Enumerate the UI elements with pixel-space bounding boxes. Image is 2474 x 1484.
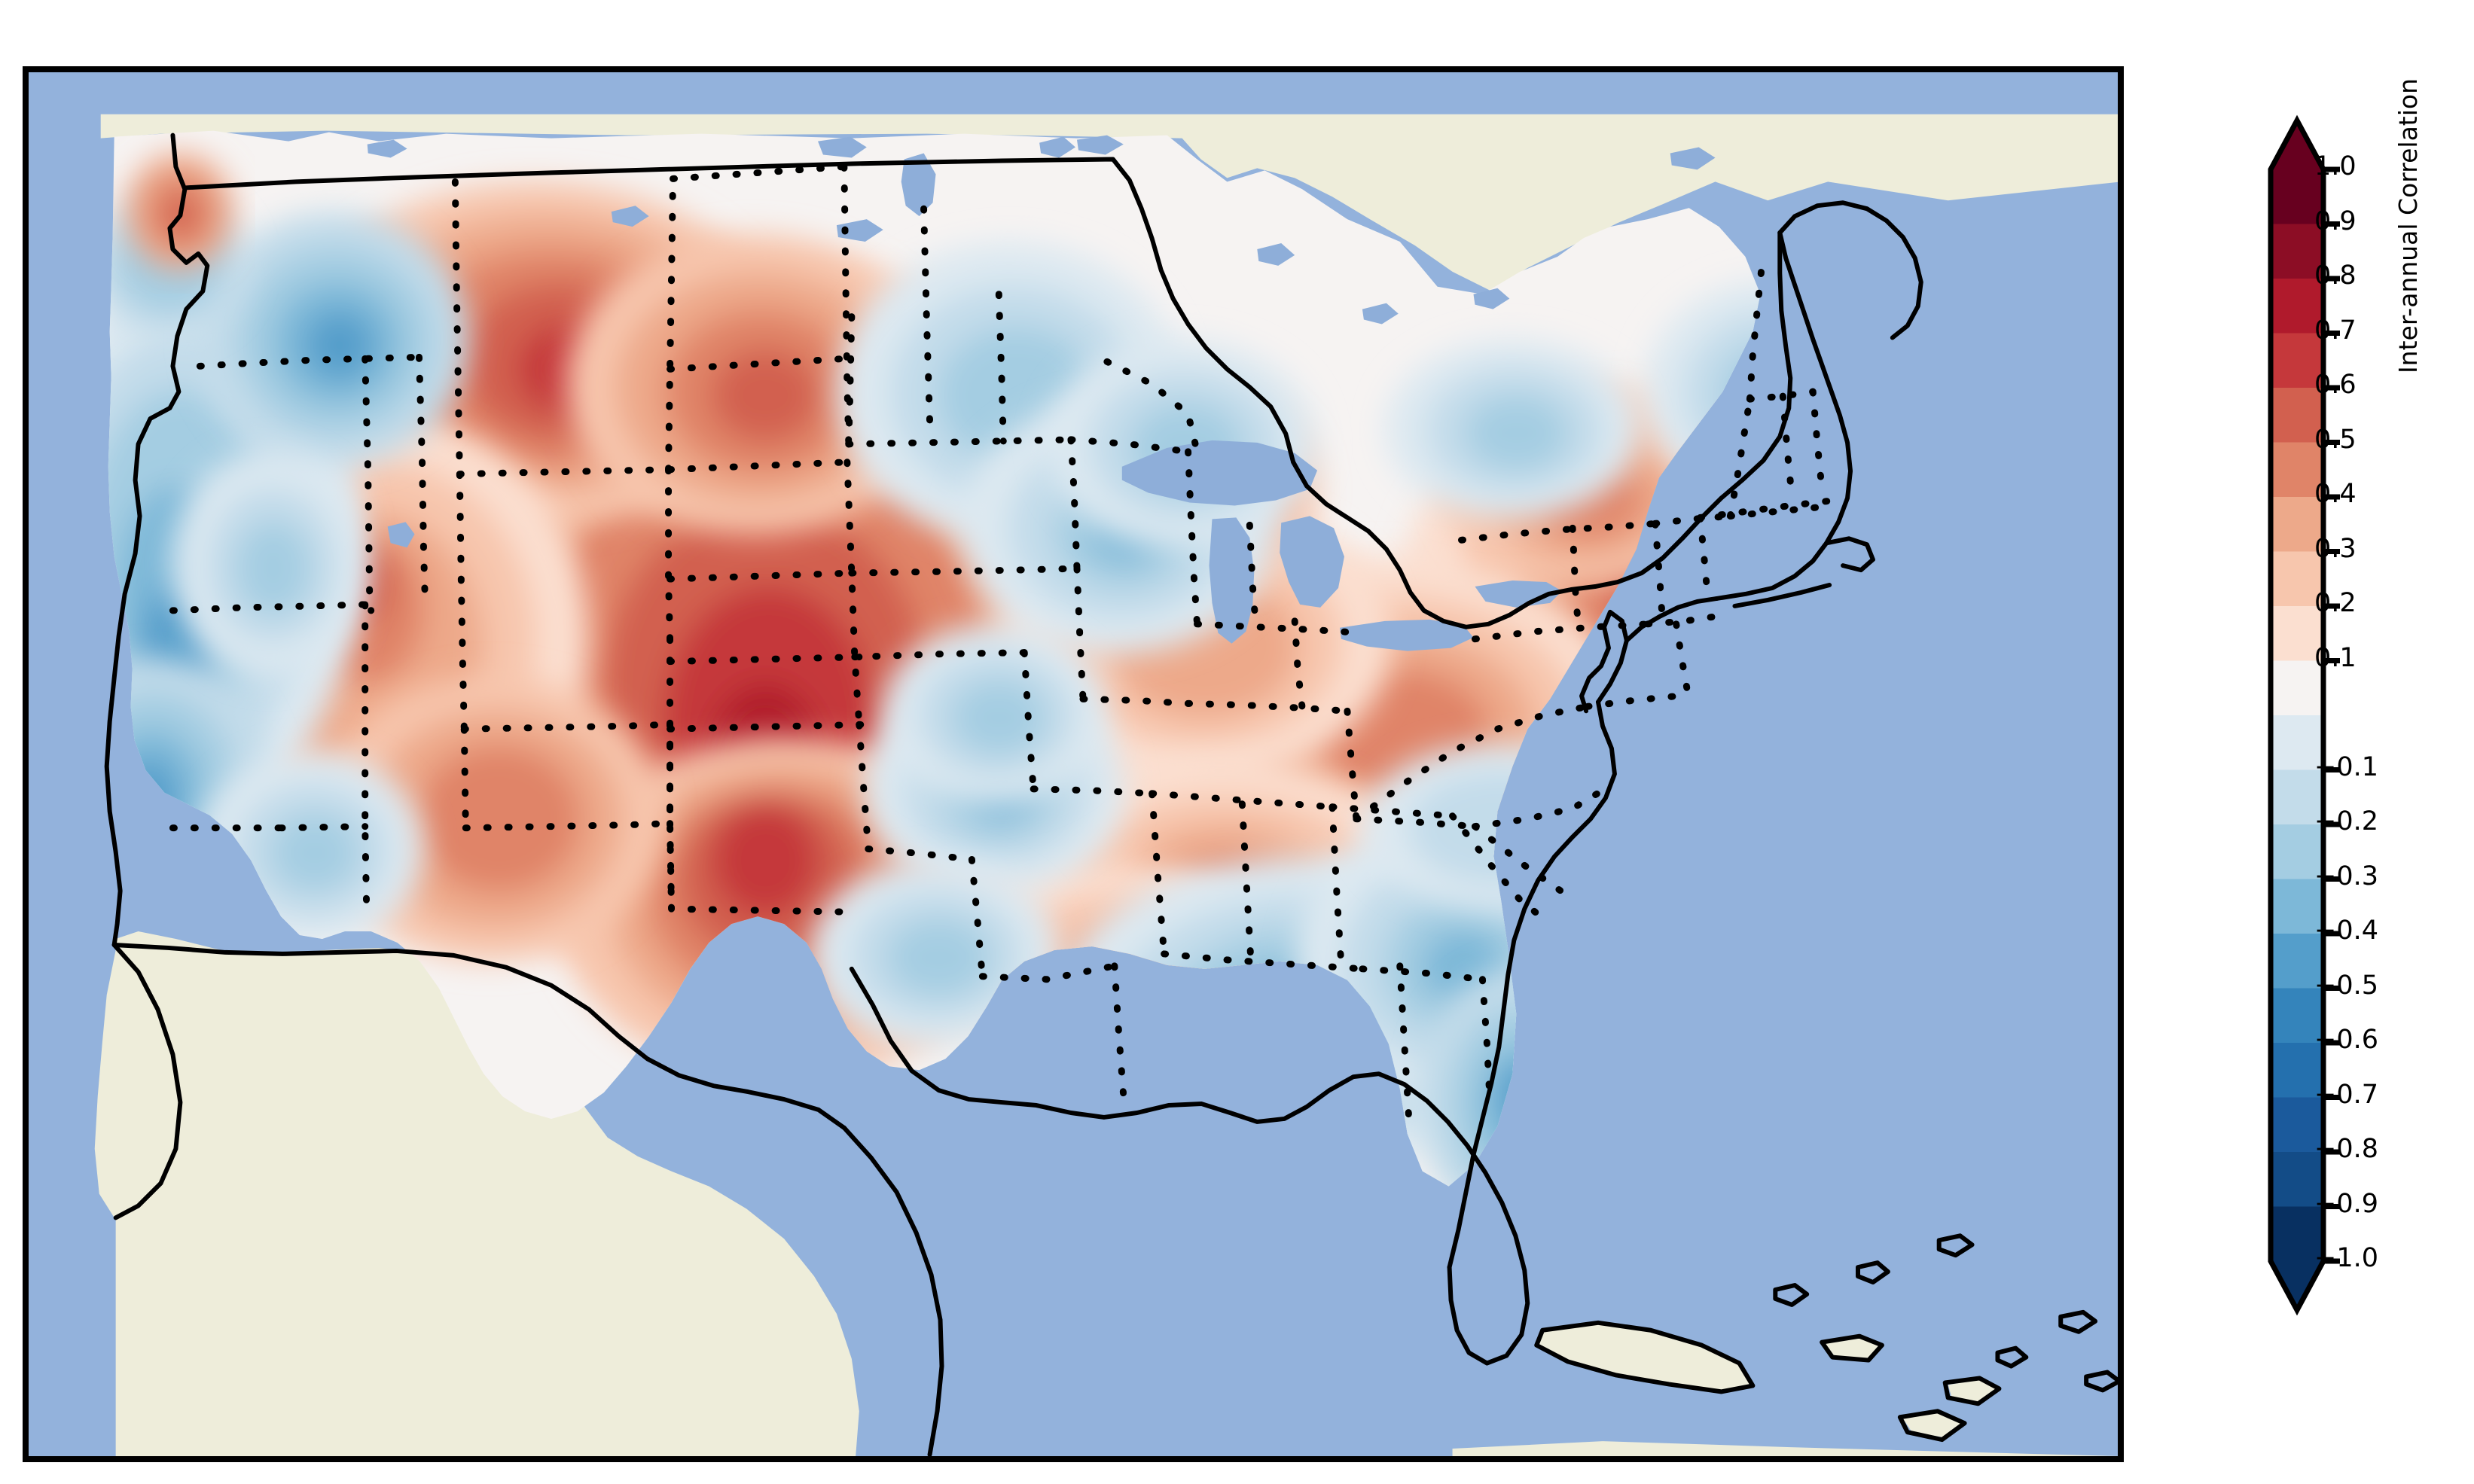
colorbar-ticks — [2323, 166, 2340, 1264]
colorbar-tick-label: −1.0 — [2314, 1243, 2378, 1273]
colorbar-tick-label: −0.2 — [2314, 806, 2378, 836]
map-panel[interactable] — [23, 66, 2124, 1462]
colorbar-outline — [2268, 114, 2326, 1316]
colorbar-tick-label: 0.1 — [2314, 642, 2357, 673]
colorbar-tick-label: −0.5 — [2314, 970, 2378, 1001]
colorbar-tick-label: 0.4 — [2314, 479, 2357, 509]
map-frame — [26, 69, 2121, 1459]
colorbar-tick-label: −0.7 — [2314, 1079, 2378, 1110]
colorbar-tick-label: 0.9 — [2314, 206, 2357, 236]
colorbar-tick-label: 1.0 — [2314, 151, 2357, 181]
land-outside-domain — [94, 114, 2121, 1459]
correlation-map[interactable] — [26, 69, 2121, 1459]
colorbar-tick-label: −0.4 — [2314, 916, 2378, 946]
colorbar-bands — [2271, 120, 2323, 1310]
colorbar-axis-label: Inter-annual Correlation — [2393, 78, 2423, 374]
colorbar-swatch[interactable] — [2248, 113, 2474, 1415]
colorbar-tick-label: 0.6 — [2314, 370, 2357, 400]
colorbar-tick-label: −0.6 — [2314, 1025, 2378, 1055]
colorbar-tick-label: −0.9 — [2314, 1188, 2378, 1219]
coastline-layer — [104, 133, 2121, 1458]
colorbar-tick-label: 0.5 — [2314, 424, 2357, 455]
colorbar-tick-label: 0.2 — [2314, 588, 2357, 618]
colorbar-tick-label: −0.3 — [2314, 861, 2378, 891]
colorbar-tick-label: −0.8 — [2314, 1134, 2378, 1164]
colorbar-tick-label: 0.3 — [2314, 533, 2357, 564]
colorbar-tick-label: 0.7 — [2314, 315, 2357, 346]
lakes-layer — [367, 135, 1716, 651]
colorbar-tick-label: −0.1 — [2314, 751, 2378, 782]
colorbar[interactable]: 1.0 0.9 0.8 0.7 0.6 0.5 0.4 0.3 0.2 0.1 −0.1 −0.2 −0… — [2248, 78, 2474, 1415]
state-borders-layer — [169, 163, 1832, 1123]
colorbar-tick-label: 0.8 — [2314, 261, 2357, 291]
